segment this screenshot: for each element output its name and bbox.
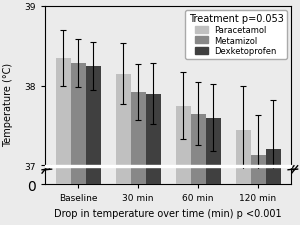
Bar	[176, 170, 190, 184]
Bar	[206, 118, 220, 225]
Bar	[70, 170, 86, 184]
Bar	[236, 170, 250, 184]
Bar	[236, 130, 250, 225]
Bar	[56, 58, 70, 225]
Bar	[250, 155, 266, 225]
Bar	[70, 64, 86, 225]
Bar	[85, 170, 100, 184]
Bar	[190, 170, 206, 184]
Bar	[130, 170, 146, 184]
Bar	[85, 66, 100, 225]
Bar	[116, 74, 130, 225]
Bar	[116, 170, 130, 184]
Bar	[176, 106, 190, 225]
Bar	[206, 170, 220, 184]
Bar	[130, 93, 146, 225]
Bar	[266, 170, 280, 184]
Bar	[266, 150, 280, 225]
Bar	[56, 170, 70, 184]
Bar	[190, 114, 206, 225]
Bar	[146, 170, 160, 184]
Bar	[250, 170, 266, 184]
X-axis label: Drop in temperature over time (min) p <0.001: Drop in temperature over time (min) p <0…	[54, 208, 282, 218]
Bar	[146, 94, 160, 225]
Legend: Paracetamol, Metamizol, Dexketoprofen: Paracetamol, Metamizol, Dexketoprofen	[185, 11, 287, 59]
Y-axis label: Temperature (°C): Temperature (°C)	[3, 63, 13, 146]
